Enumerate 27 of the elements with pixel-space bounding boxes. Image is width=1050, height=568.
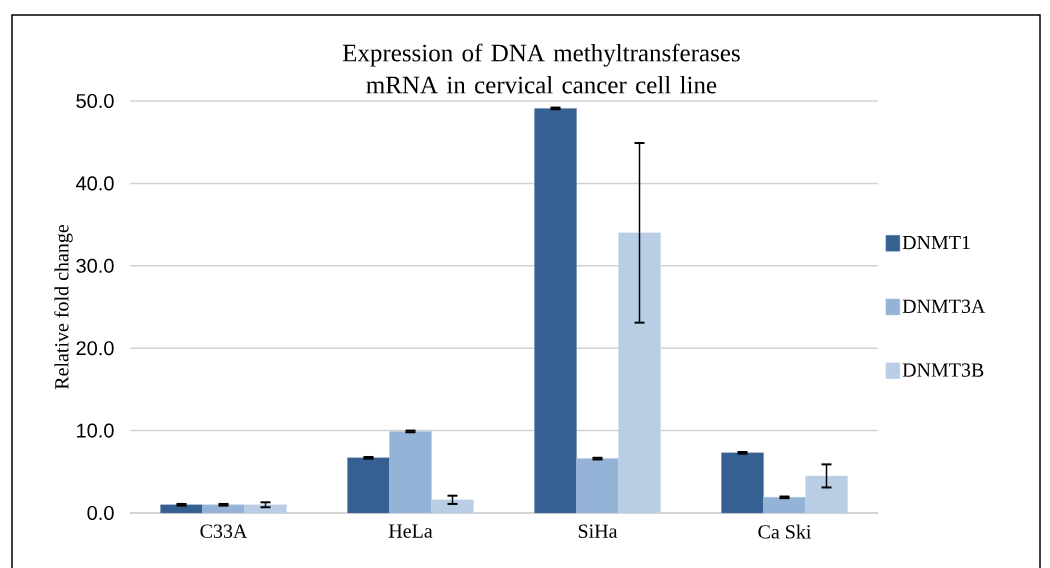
y-tick-label: 10.0 <box>77 423 114 438</box>
y-tick-label: 50.0 <box>76 93 114 109</box>
bar <box>576 458 619 514</box>
x-tick-label: HeLa <box>388 524 433 538</box>
bar <box>160 504 203 514</box>
y-tick-label: 40.0 <box>76 176 114 191</box>
legend-label: DNMT1 <box>902 235 970 250</box>
y-tick-label: 0.0 <box>87 505 114 521</box>
x-tick-label: C33A <box>200 524 248 538</box>
bar <box>347 457 390 514</box>
y-tick-label: 30.0 <box>76 258 114 273</box>
bar <box>763 497 806 514</box>
legend-label: DNMT3A <box>902 299 986 314</box>
x-tick-label: SiHa <box>578 524 618 538</box>
y-tick-label: 20.0 <box>76 341 114 356</box>
y-axis-title: Relative fold change <box>54 224 73 390</box>
bar <box>431 499 474 514</box>
bar <box>618 232 661 514</box>
x-tick-label: Ca Ski <box>758 524 812 539</box>
legend-label: DNMT3B <box>902 363 984 377</box>
bar <box>721 452 764 514</box>
bar <box>389 431 432 514</box>
bar <box>202 504 245 514</box>
bar <box>534 108 577 514</box>
bar <box>244 504 287 514</box>
bar <box>805 475 848 514</box>
chart-title: Expression of DNA methyltransferases mRNA in cervical cancer cell line <box>342 43 740 94</box>
